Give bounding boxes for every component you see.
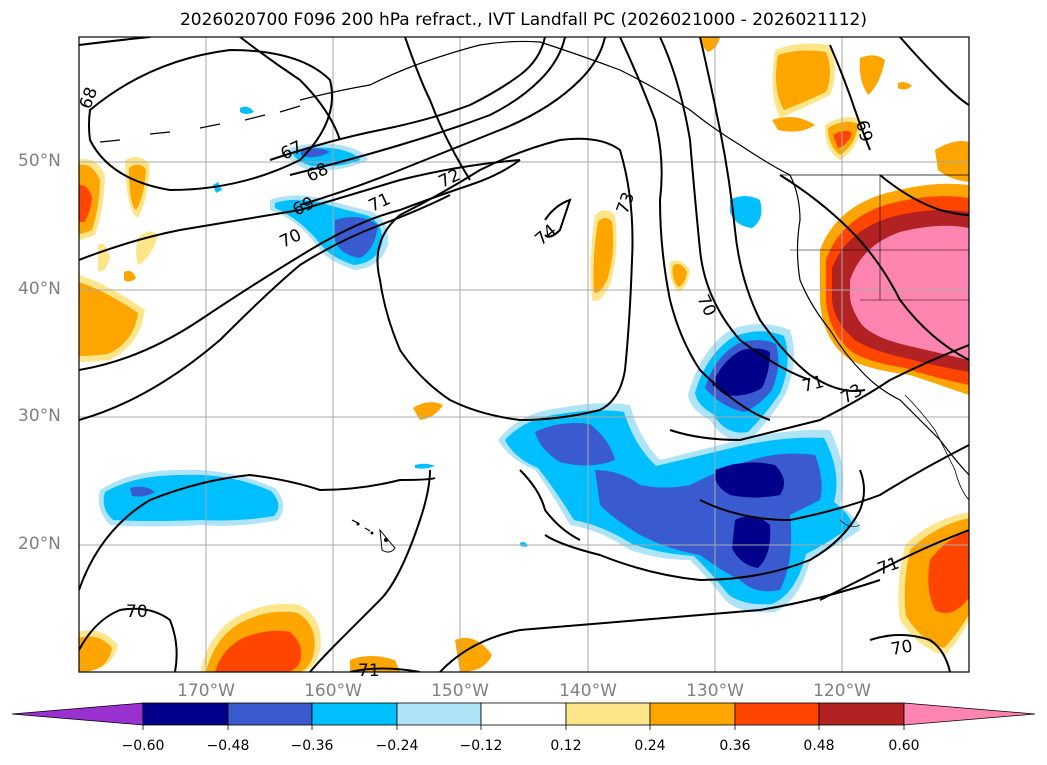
colorbar-tick: −0.36: [290, 738, 334, 754]
contour-label: 71: [358, 661, 380, 681]
colorbar-segment: [142, 702, 229, 726]
colorbar-tick: 0.60: [888, 738, 920, 754]
lat-label: 30°N: [18, 406, 61, 426]
contour-label: 70: [126, 602, 148, 622]
colorbar-segment: [818, 702, 905, 726]
colorbar-tick: 0.24: [634, 738, 666, 754]
colorbar-segment: [311, 702, 398, 726]
lon-label: 160°W: [304, 681, 362, 701]
map-title: 2026020700 F096 200 hPa refract., IVT La…: [179, 10, 867, 30]
colorbar-segment: [649, 702, 736, 726]
map-plot-area: [79, 37, 969, 672]
colorbar-segment: [734, 702, 820, 726]
colorbar-tick: 0.12: [550, 738, 582, 754]
colorbar-segment: [227, 702, 313, 726]
lon-label: 140°W: [559, 681, 617, 701]
map-frame: [78, 36, 970, 673]
colorbar-extend-high: [903, 702, 1036, 726]
contour-label: 70: [889, 636, 914, 659]
colorbar-segment: [565, 702, 651, 726]
lon-label: 130°W: [686, 681, 744, 701]
colorbar: [11, 702, 1036, 730]
colorbar-segment: [396, 702, 482, 726]
lat-label: 20°N: [18, 534, 61, 554]
colorbar-segment: [480, 702, 567, 726]
colorbar-tick: −0.24: [375, 738, 419, 754]
islands: [356, 522, 388, 542]
refractivity-contours: [79, 37, 969, 672]
colorbar-tick: −0.12: [459, 738, 503, 754]
coastlines: [99, 40, 969, 553]
lon-label: 170°W: [177, 681, 235, 701]
lat-label: 50°N: [18, 151, 61, 171]
map-gridlines: [79, 37, 969, 672]
colorbar-tick: −0.60: [121, 738, 165, 754]
lon-label: 150°W: [431, 681, 489, 701]
colorbar-extend-low: [11, 702, 144, 726]
colorbar-tick: −0.48: [206, 738, 250, 754]
lon-label: 120°W: [813, 681, 871, 701]
lat-label: 40°N: [18, 279, 61, 299]
colorbar-tick: 0.48: [803, 738, 835, 754]
colorbar-tick: 0.36: [719, 738, 751, 754]
